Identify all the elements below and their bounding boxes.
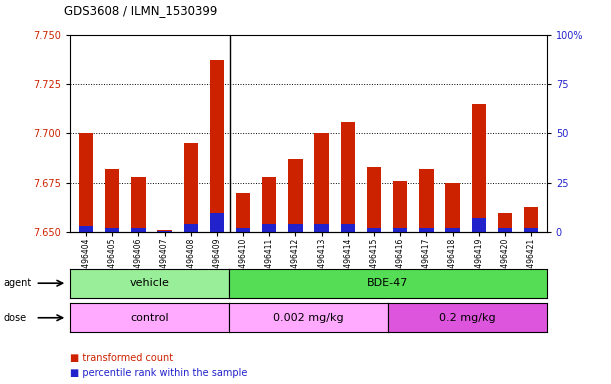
Bar [341, 224, 355, 232]
Text: ■ transformed count: ■ transformed count [70, 353, 174, 363]
Bar [183, 143, 198, 232]
Bar [315, 133, 329, 232]
Bar [288, 224, 302, 232]
Bar [105, 228, 119, 232]
Bar [419, 169, 434, 232]
Bar [236, 193, 251, 232]
Text: 0.2 mg/kg: 0.2 mg/kg [439, 313, 496, 323]
Bar [341, 122, 355, 232]
Bar [131, 228, 145, 232]
Bar [262, 177, 276, 232]
Bar [498, 213, 512, 232]
Bar [158, 230, 172, 232]
Bar [183, 224, 198, 232]
Bar [105, 169, 119, 232]
Bar [210, 213, 224, 232]
Text: control: control [130, 313, 169, 323]
Text: dose: dose [3, 313, 26, 323]
Bar [445, 228, 459, 232]
Text: BDE-47: BDE-47 [367, 278, 409, 288]
Bar [367, 167, 381, 232]
Text: agent: agent [3, 278, 31, 288]
Bar [367, 228, 381, 232]
Bar [498, 228, 512, 232]
Bar [524, 207, 538, 232]
Bar [131, 177, 145, 232]
Bar [79, 133, 93, 232]
Bar [419, 228, 434, 232]
Text: 0.002 mg/kg: 0.002 mg/kg [273, 313, 344, 323]
Text: GDS3608 / ILMN_1530399: GDS3608 / ILMN_1530399 [64, 4, 218, 17]
Bar [158, 231, 172, 232]
Bar [393, 228, 408, 232]
Bar [210, 60, 224, 232]
Text: vehicle: vehicle [130, 278, 170, 288]
Bar [472, 218, 486, 232]
Bar [524, 228, 538, 232]
Bar [236, 228, 251, 232]
Bar [472, 104, 486, 232]
Bar [445, 183, 459, 232]
Bar [79, 227, 93, 232]
Text: ■ percentile rank within the sample: ■ percentile rank within the sample [70, 368, 247, 378]
Bar [315, 224, 329, 232]
Bar [393, 181, 408, 232]
Bar [288, 159, 302, 232]
Bar [262, 224, 276, 232]
